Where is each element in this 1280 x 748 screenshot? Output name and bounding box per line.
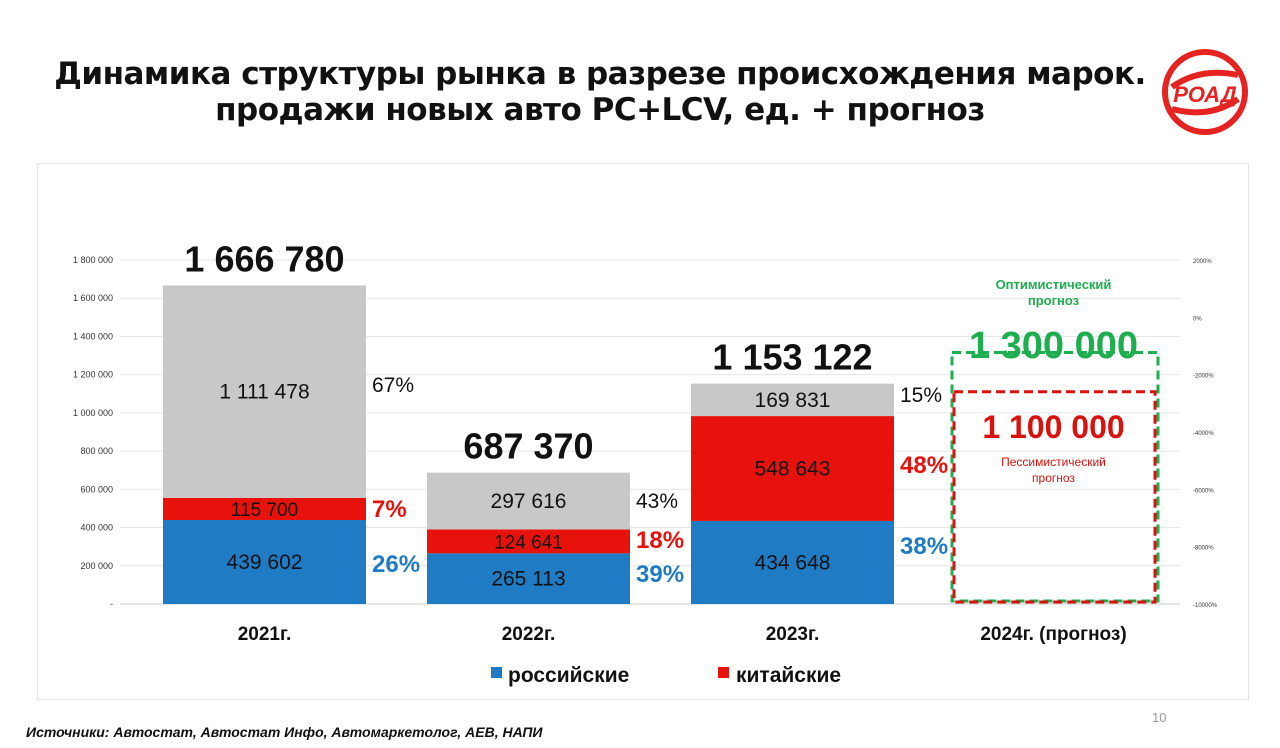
bar-value-label: 548 643 <box>755 458 831 481</box>
y2-tick-label: 0% <box>1193 316 1202 322</box>
bar-value-label: 115 700 <box>231 500 298 521</box>
pessimistic-forecast-box <box>952 390 1157 604</box>
y-tick-label: 600 000 <box>80 484 113 494</box>
x-tick-label: 2022г. <box>502 624 556 645</box>
bar-value-label: 439 602 <box>227 551 303 574</box>
total-label: 1 666 780 <box>184 238 344 279</box>
y-tick-label: 200 000 <box>80 561 113 571</box>
x-tick-label: 2024г. (прогноз) <box>980 624 1126 645</box>
bar-value-label: 297 616 <box>491 490 567 513</box>
optimistic-caption: прогноз <box>1028 293 1080 308</box>
optimistic-caption: Оптимистический <box>996 277 1112 292</box>
bar-китайские <box>427 529 630 554</box>
y-tick-label: 1 400 000 <box>73 331 113 341</box>
bar-другие <box>691 383 894 417</box>
y-tick-label: 1 000 000 <box>73 408 113 418</box>
sources-note: Источники: Автостат, Автостат Инфо, Авто… <box>26 724 543 740</box>
svg-text:РОАД: РОАД <box>1173 82 1237 107</box>
y-tick-label: 800 000 <box>80 446 113 456</box>
total-label: 687 370 <box>463 426 593 467</box>
bar-value-label: 124 641 <box>494 532 563 553</box>
road-logo: РОАД <box>1160 47 1250 137</box>
percent-label: 39% <box>636 561 684 588</box>
y2-tick-label: -2000% <box>1193 374 1214 380</box>
percent-label: 67% <box>372 374 414 397</box>
y2-tick-label: 2000% <box>1193 259 1212 265</box>
percent-label: 18% <box>636 527 684 554</box>
title-line-1: Динамика структуры рынка в разрезе проис… <box>54 56 1146 92</box>
y2-tick-label: -10000% <box>1193 603 1218 609</box>
page-number: 10 <box>1152 710 1167 725</box>
title-line-2: продажи новых авто PC+LCV, ед. + прогноз <box>215 92 985 128</box>
pessimistic-caption: прогноз <box>1032 471 1075 485</box>
bar-российские <box>163 519 366 604</box>
y-tick-label: 1 600 000 <box>73 293 113 303</box>
percent-label: 38% <box>900 533 948 560</box>
legend-label: китайские <box>736 664 841 687</box>
optimistic-value: 1 300 000 <box>969 325 1138 367</box>
y2-tick-label: -8000% <box>1193 546 1214 552</box>
bar-другие <box>163 285 366 498</box>
bar-китайские <box>163 497 366 520</box>
x-tick-label: 2021г. <box>238 624 292 645</box>
bar-value-label: 169 831 <box>755 389 831 412</box>
chart-frame <box>37 163 1249 700</box>
percent-label: 48% <box>900 452 948 479</box>
bar-value-label: 1 111 478 <box>219 381 309 404</box>
percent-label: 7% <box>372 496 407 523</box>
x-tick-label: 2023г. <box>766 624 820 645</box>
percent-label: 43% <box>636 490 678 513</box>
bar-value-label: 265 113 <box>491 568 565 591</box>
bar-value-label: 434 648 <box>755 551 831 574</box>
y-tick-label: - <box>110 599 113 609</box>
y-tick-label: 400 000 <box>80 523 113 533</box>
bar-китайские <box>691 416 894 521</box>
percent-label: 26% <box>372 551 420 578</box>
pessimistic-value: 1 100 000 <box>982 409 1124 445</box>
percent-label: 15% <box>900 384 942 407</box>
legend-label: российские <box>508 664 629 687</box>
y2-tick-label: -4000% <box>1193 431 1214 437</box>
y-tick-label: 1 800 000 <box>73 255 113 265</box>
y2-tick-label: -6000% <box>1193 488 1214 494</box>
legend-swatch-russian <box>491 667 502 678</box>
bar-российские <box>427 553 630 604</box>
y-tick-label: 1 200 000 <box>73 370 113 380</box>
optimistic-forecast-box <box>950 351 1160 603</box>
pessimistic-caption: Пессимистический <box>1001 455 1106 469</box>
total-label: 1 153 122 <box>712 337 872 378</box>
bar-российские <box>691 520 894 604</box>
bar-другие <box>427 472 630 530</box>
legend-swatch-chinese <box>718 667 729 678</box>
